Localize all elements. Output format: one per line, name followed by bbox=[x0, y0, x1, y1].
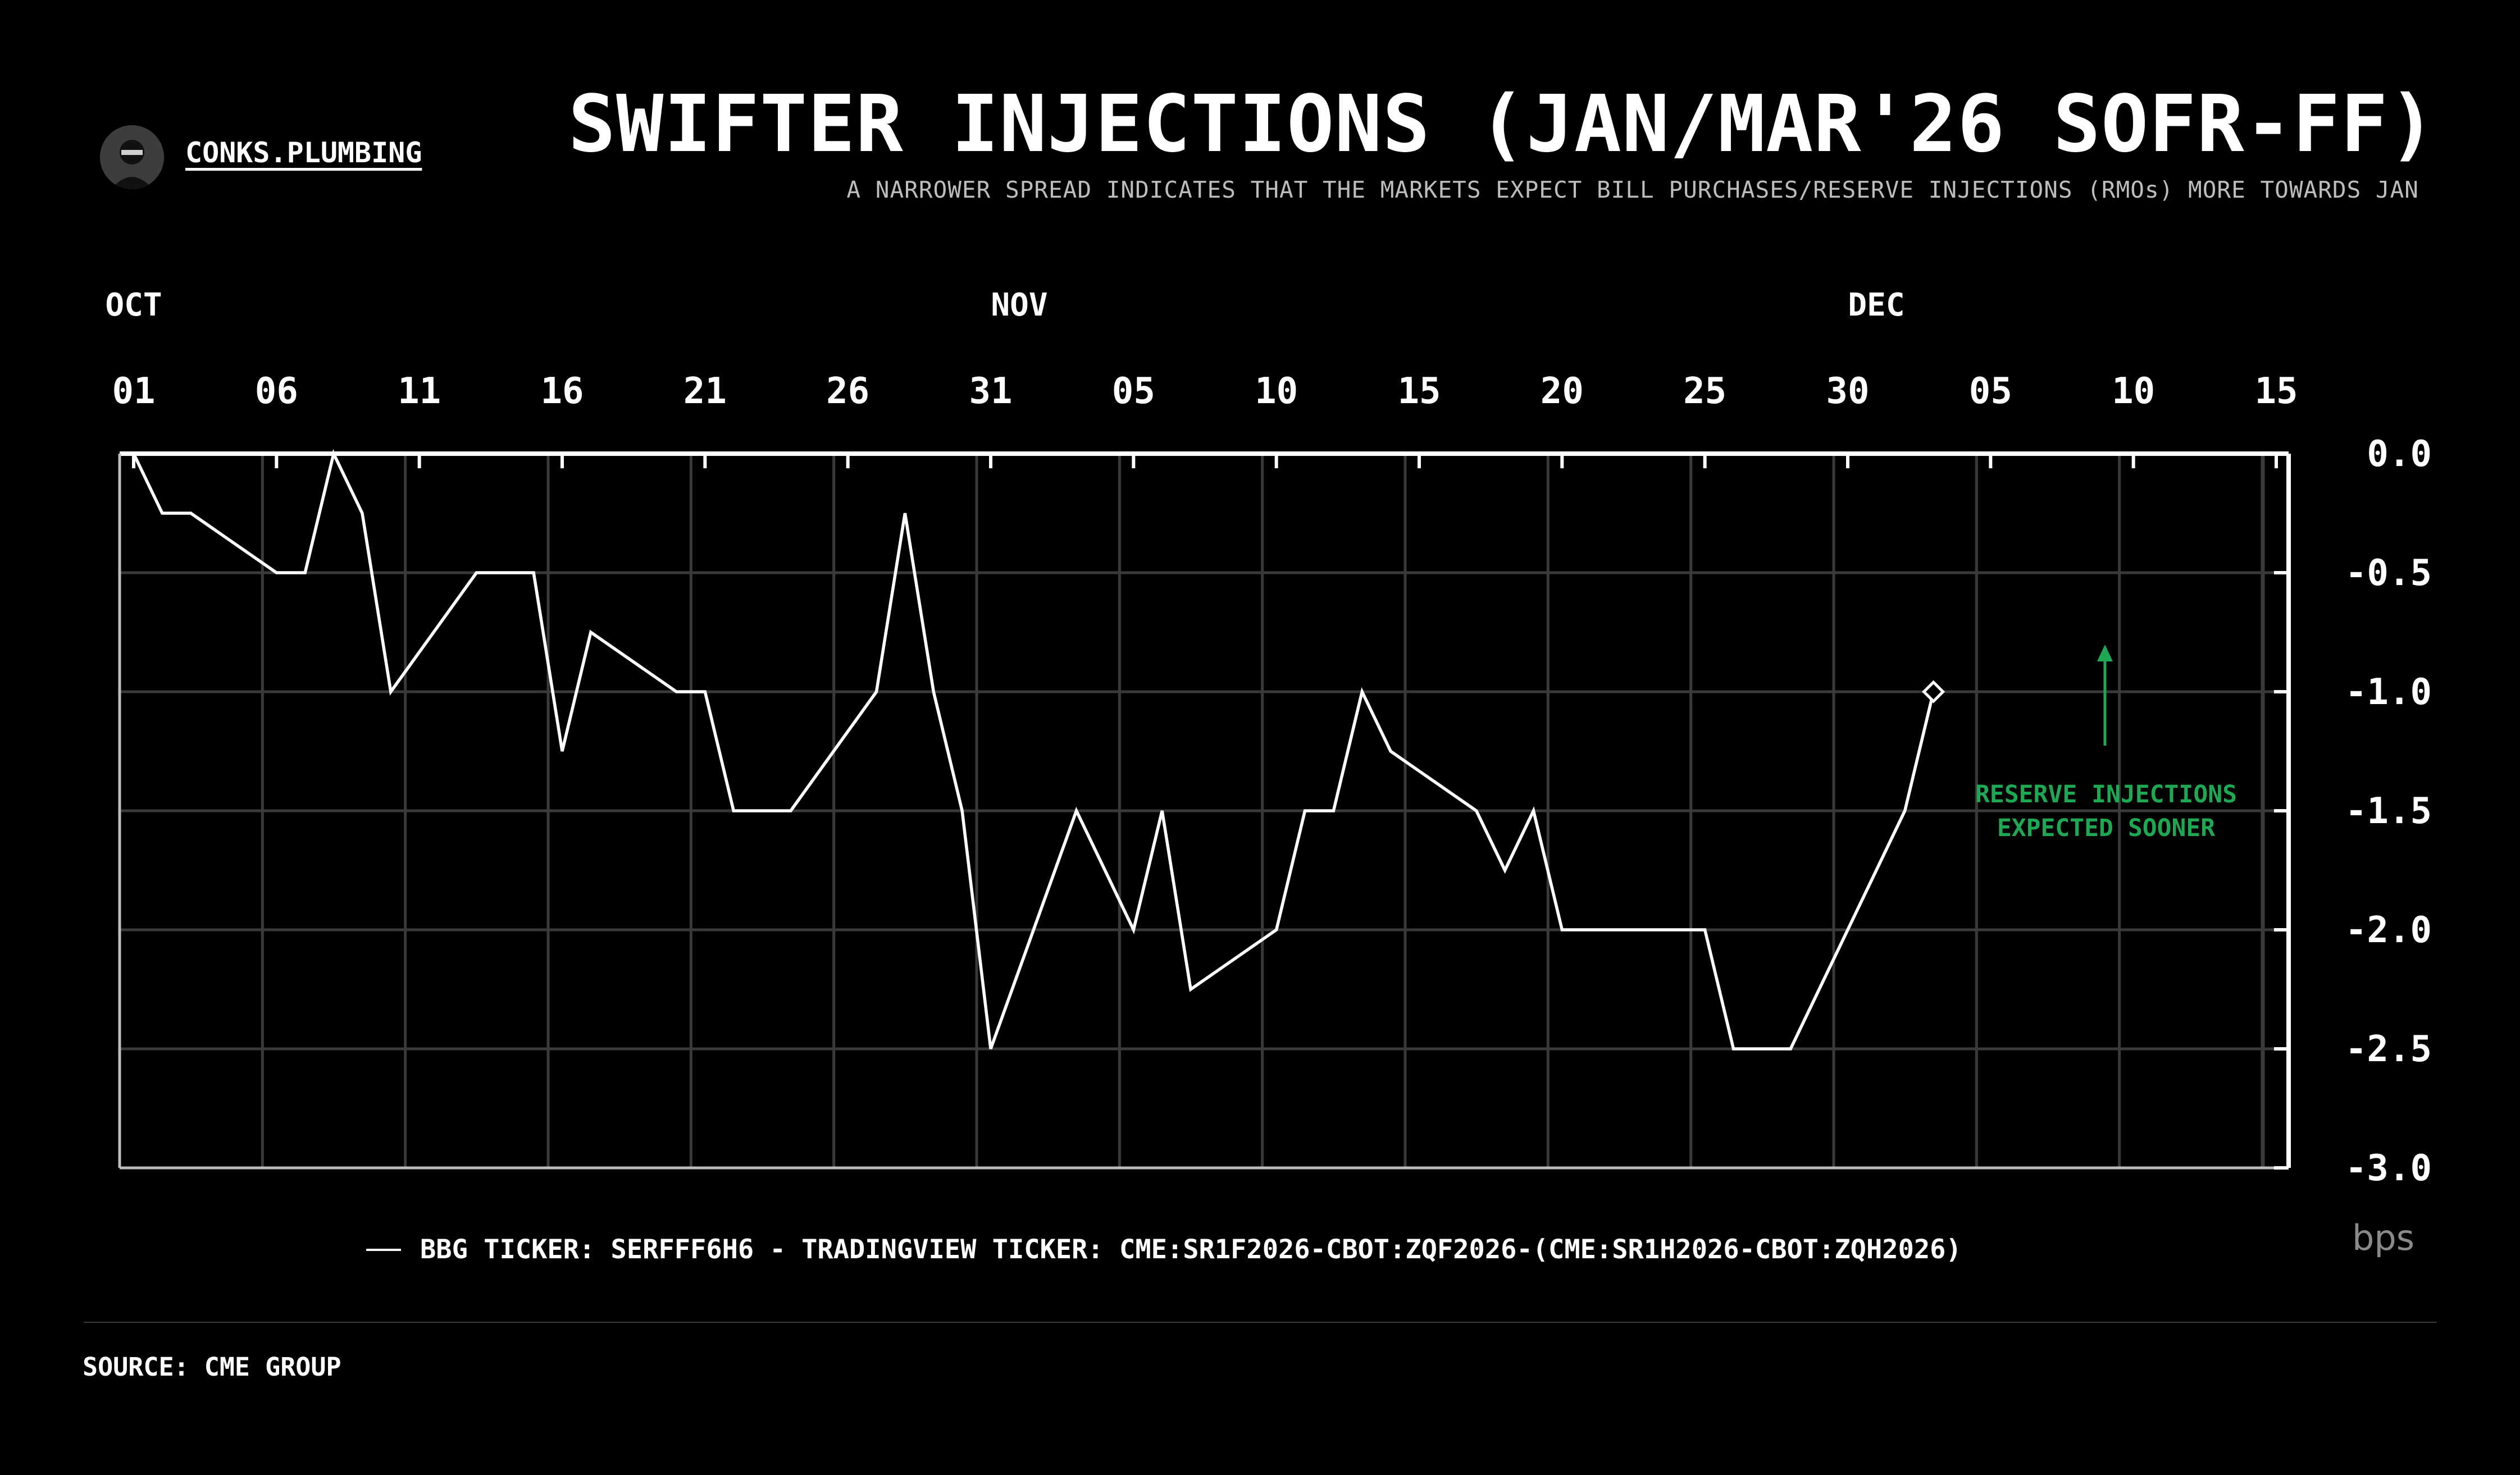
legend-swatch bbox=[366, 1248, 401, 1251]
y-tick-label: -1.0 bbox=[2345, 672, 2432, 713]
unit-label: bps bbox=[2352, 1217, 2415, 1258]
x-tick-label: 01 bbox=[112, 371, 155, 412]
legend-label: BBG TICKER: SERFFF6H6 - TRADINGVIEW TICK… bbox=[420, 1234, 1962, 1265]
x-tick-label: 15 bbox=[2254, 371, 2298, 412]
y-tick-label: 0.0 bbox=[2367, 433, 2432, 475]
source-note: SOURCE: CME GROUP bbox=[83, 1352, 341, 1382]
arrow-head bbox=[2097, 645, 2113, 661]
x-tick-label: 06 bbox=[255, 371, 298, 412]
chart-title: SWIFTER INJECTIONS (JAN/MAR'26 SOFR-FF) bbox=[568, 79, 2436, 170]
series-line-group bbox=[132, 449, 1945, 1051]
avatar-icon bbox=[100, 125, 164, 189]
x-month-label: NOV bbox=[991, 287, 1047, 323]
axes bbox=[118, 451, 2291, 1170]
x-tick-label: 11 bbox=[398, 371, 441, 412]
chart-subtitle: A NARROWER SPREAD INDICATES THAT THE MAR… bbox=[846, 176, 2419, 203]
x-tick-label: 31 bbox=[969, 371, 1012, 412]
y-tick-label: -1.5 bbox=[2345, 791, 2432, 832]
y-tick-label: -0.5 bbox=[2345, 552, 2432, 594]
y-tick-label: -3.0 bbox=[2345, 1148, 2432, 1189]
y-tick-label: -2.5 bbox=[2345, 1029, 2432, 1070]
annotation-text: RESERVE INJECTIONS EXPECTED SOONER bbox=[1975, 780, 2237, 842]
brand-link[interactable]: CONKS.PLUMBING bbox=[185, 136, 422, 169]
x-tick-label: 15 bbox=[1397, 371, 1441, 412]
x-tick-label: 16 bbox=[540, 371, 584, 412]
divider bbox=[84, 1322, 2437, 1323]
y-axis-labels: 0.0 -0.5 -1.0 -1.5 -2.0 -2.5 -3.0 bbox=[2345, 433, 2432, 1189]
x-tick-label: 20 bbox=[1541, 371, 1584, 412]
x-tick-label: 21 bbox=[683, 371, 727, 412]
x-tick-label: 10 bbox=[1255, 371, 1298, 412]
legend: BBG TICKER: SERFFF6H6 - TRADINGVIEW TICK… bbox=[366, 1234, 1962, 1265]
x-tick-label: 05 bbox=[1112, 371, 1155, 412]
x-month-label: DEC bbox=[1848, 287, 1904, 323]
y-tick-label: -2.0 bbox=[2345, 910, 2432, 951]
x-tick-label: 30 bbox=[1826, 371, 1869, 412]
x-month-label: OCT bbox=[105, 287, 162, 323]
x-tick-label: 10 bbox=[2112, 371, 2155, 412]
x-tick-label: 05 bbox=[1969, 371, 2012, 412]
x-tick-label: 25 bbox=[1683, 371, 1726, 412]
diamond-marker-icon bbox=[1922, 680, 1945, 704]
x-axis-labels: 01 06 11 16 21 26 31 05 10 15 20 25 30 05 10 15 OCT NOV DE… bbox=[105, 287, 2298, 412]
series-line bbox=[132, 449, 1935, 1051]
arrow-up-icon bbox=[2097, 645, 2113, 746]
x-tick-label: 26 bbox=[826, 371, 869, 412]
